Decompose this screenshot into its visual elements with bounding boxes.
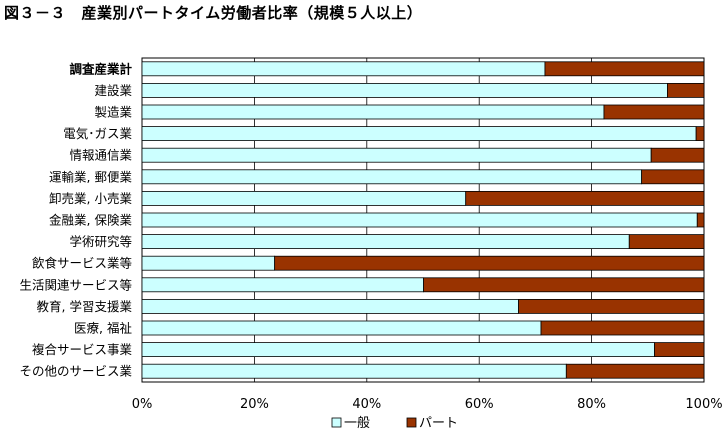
legend-label: パート (419, 416, 458, 431)
category-label: その他のサービス業 (19, 364, 132, 379)
bar-segment-ippan (141, 298, 519, 314)
bar-segment-part (465, 190, 705, 206)
bar-segment-part (667, 83, 705, 98)
bar-segment-part (641, 169, 705, 185)
chart-title: 図３－３ 産業別パートタイム労働者比率（規模５人以上） (4, 4, 423, 22)
category-label: 金融業, 保険業 (49, 213, 132, 228)
category-label: 生活関連サービス等 (19, 277, 132, 292)
bar-segment-ippan (141, 190, 467, 206)
category-label: 建設業 (94, 83, 132, 98)
x-tick-labels: 0% 20% 40% 60% 80% 100% (132, 397, 723, 412)
category-label: 調査産業計 (69, 61, 132, 76)
legend-swatch (406, 417, 417, 428)
x-tick-label: 80% (577, 397, 606, 412)
bar-segment-ippan (141, 61, 546, 77)
x-tick-label: 20% (240, 397, 269, 412)
bar-segment-part (518, 298, 705, 314)
x-tick-label: 0% (132, 397, 153, 412)
bar-segment-ippan (141, 363, 567, 379)
legend-label: 一般 (344, 415, 370, 431)
bar-segment-part (654, 342, 705, 358)
bar-segment-ippan (141, 342, 655, 358)
category-label: 医療, 福祉 (74, 321, 132, 336)
legend-swatch (331, 417, 342, 428)
bar-segment-ippan (141, 234, 630, 250)
bar-segment-part (565, 363, 705, 379)
bar-segment-ippan (141, 212, 698, 228)
bar-segment-ippan (141, 126, 697, 141)
category-label: 飲食サービス業等 (32, 256, 132, 271)
bar-segment-part (696, 212, 705, 228)
bar-segment-ippan (141, 147, 652, 163)
category-label: 学術研究等 (69, 234, 132, 249)
category-label: 情報通信業 (69, 148, 132, 163)
category-label: 教育, 学習支援業 (37, 299, 133, 314)
bar-segment-part (603, 104, 705, 120)
category-label: 電気･ガス業 (63, 126, 132, 141)
bar-segment-ippan (141, 277, 424, 293)
x-tick-label: 100% (685, 397, 722, 412)
bar-segment-ippan (141, 320, 542, 336)
bar-segment-part (540, 320, 705, 336)
bar-segment-ippan (141, 255, 276, 271)
bars (141, 61, 705, 379)
bar-segment-part (423, 277, 705, 293)
bar-segment-part (274, 255, 705, 271)
bar-segment-part (695, 126, 705, 141)
bar-segment-ippan (141, 169, 643, 185)
bar-segment-part (544, 61, 705, 77)
category-label: 製造業 (94, 105, 132, 120)
x-tick-label: 40% (352, 397, 381, 412)
legend: 一般 パート (331, 415, 458, 431)
bar-segment-part (650, 147, 705, 163)
category-label: 運輸業, 郵便業 (49, 169, 132, 184)
category-label: 複合サービス事業 (32, 342, 133, 357)
x-tick-label: 60% (465, 397, 494, 412)
bar-segment-part (628, 234, 705, 250)
bar-segment-ippan (141, 83, 668, 98)
category-label: 卸売業, 小売業 (49, 191, 132, 206)
bar-segment-ippan (141, 104, 605, 120)
